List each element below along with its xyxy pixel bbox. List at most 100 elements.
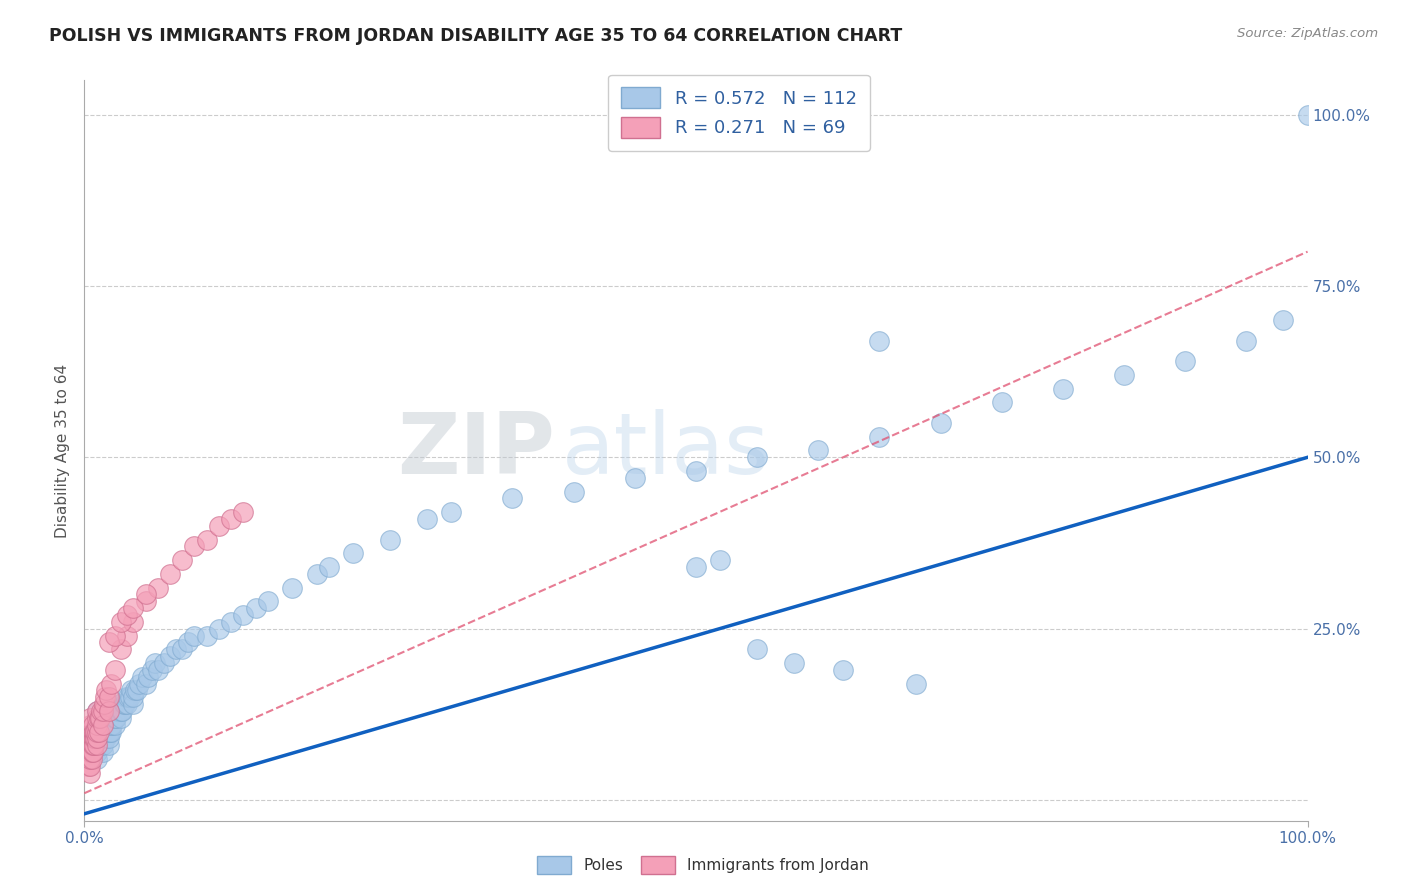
Point xyxy=(86,717,108,731)
Point xyxy=(86,704,108,718)
Point xyxy=(131,670,153,684)
Point xyxy=(135,676,157,690)
Point xyxy=(80,752,103,766)
Point xyxy=(91,724,114,739)
Point xyxy=(86,745,108,759)
Point xyxy=(146,581,169,595)
Legend: Poles, Immigrants from Jordan: Poles, Immigrants from Jordan xyxy=(531,850,875,880)
Point xyxy=(97,724,120,739)
Point xyxy=(94,690,117,705)
Point xyxy=(195,533,218,547)
Point xyxy=(83,745,105,759)
Point xyxy=(90,738,112,752)
Point xyxy=(208,622,231,636)
Point xyxy=(79,745,101,759)
Point xyxy=(98,724,121,739)
Point xyxy=(685,464,707,478)
Point xyxy=(83,738,105,752)
Point xyxy=(79,745,101,759)
Point xyxy=(86,717,108,731)
Point xyxy=(86,724,108,739)
Point xyxy=(124,683,146,698)
Point xyxy=(219,512,242,526)
Point xyxy=(232,607,254,622)
Point xyxy=(79,717,101,731)
Point xyxy=(97,704,120,718)
Point xyxy=(1296,107,1319,121)
Point xyxy=(118,690,141,705)
Point xyxy=(232,505,254,519)
Point xyxy=(79,752,101,766)
Point xyxy=(380,533,402,547)
Point xyxy=(86,731,108,746)
Point xyxy=(87,731,110,746)
Point xyxy=(93,724,115,739)
Point xyxy=(101,717,124,731)
Point xyxy=(82,745,104,759)
Point xyxy=(94,731,117,746)
Point xyxy=(91,745,114,759)
Point xyxy=(128,676,150,690)
Point xyxy=(305,566,328,581)
Point xyxy=(110,615,132,629)
Point xyxy=(91,738,114,752)
Point xyxy=(84,724,107,739)
Point xyxy=(104,663,127,677)
Point xyxy=(93,731,115,746)
Point xyxy=(195,629,218,643)
Point xyxy=(104,629,127,643)
Point xyxy=(136,670,159,684)
Point xyxy=(110,642,132,657)
Point xyxy=(79,724,101,739)
Point xyxy=(219,615,242,629)
Point xyxy=(110,711,132,725)
Point xyxy=(122,697,145,711)
Point xyxy=(172,553,194,567)
Point xyxy=(79,759,101,773)
Point xyxy=(117,690,139,705)
Point xyxy=(111,704,134,718)
Point xyxy=(91,704,114,718)
Point xyxy=(135,594,157,608)
Point xyxy=(685,560,707,574)
Point xyxy=(97,717,120,731)
Point xyxy=(107,704,129,718)
Point xyxy=(79,765,101,780)
Point xyxy=(281,581,304,595)
Point xyxy=(104,717,127,731)
Point xyxy=(97,717,120,731)
Point xyxy=(747,450,769,465)
Point xyxy=(89,731,111,746)
Point xyxy=(245,601,267,615)
Point xyxy=(86,738,108,752)
Point xyxy=(89,711,111,725)
Point xyxy=(87,711,110,725)
Point xyxy=(108,697,131,711)
Y-axis label: Disability Age 35 to 64: Disability Age 35 to 64 xyxy=(55,363,70,538)
Point xyxy=(86,738,108,752)
Point xyxy=(77,738,100,752)
Point xyxy=(172,642,194,657)
Point xyxy=(115,607,138,622)
Point xyxy=(77,745,100,759)
Point xyxy=(86,711,108,725)
Point xyxy=(90,724,112,739)
Point xyxy=(100,676,122,690)
Point xyxy=(831,663,853,677)
Point xyxy=(709,553,731,567)
Point xyxy=(86,711,108,725)
Point xyxy=(562,484,585,499)
Point xyxy=(115,629,138,643)
Point xyxy=(342,546,364,560)
Text: Source: ZipAtlas.com: Source: ZipAtlas.com xyxy=(1237,27,1378,40)
Point xyxy=(77,752,100,766)
Point xyxy=(905,676,928,690)
Point xyxy=(502,491,524,506)
Point xyxy=(86,704,108,718)
Point xyxy=(153,656,176,670)
Point xyxy=(96,724,118,739)
Point xyxy=(97,724,120,739)
Point xyxy=(97,635,120,649)
Point xyxy=(440,505,463,519)
Point xyxy=(115,690,138,705)
